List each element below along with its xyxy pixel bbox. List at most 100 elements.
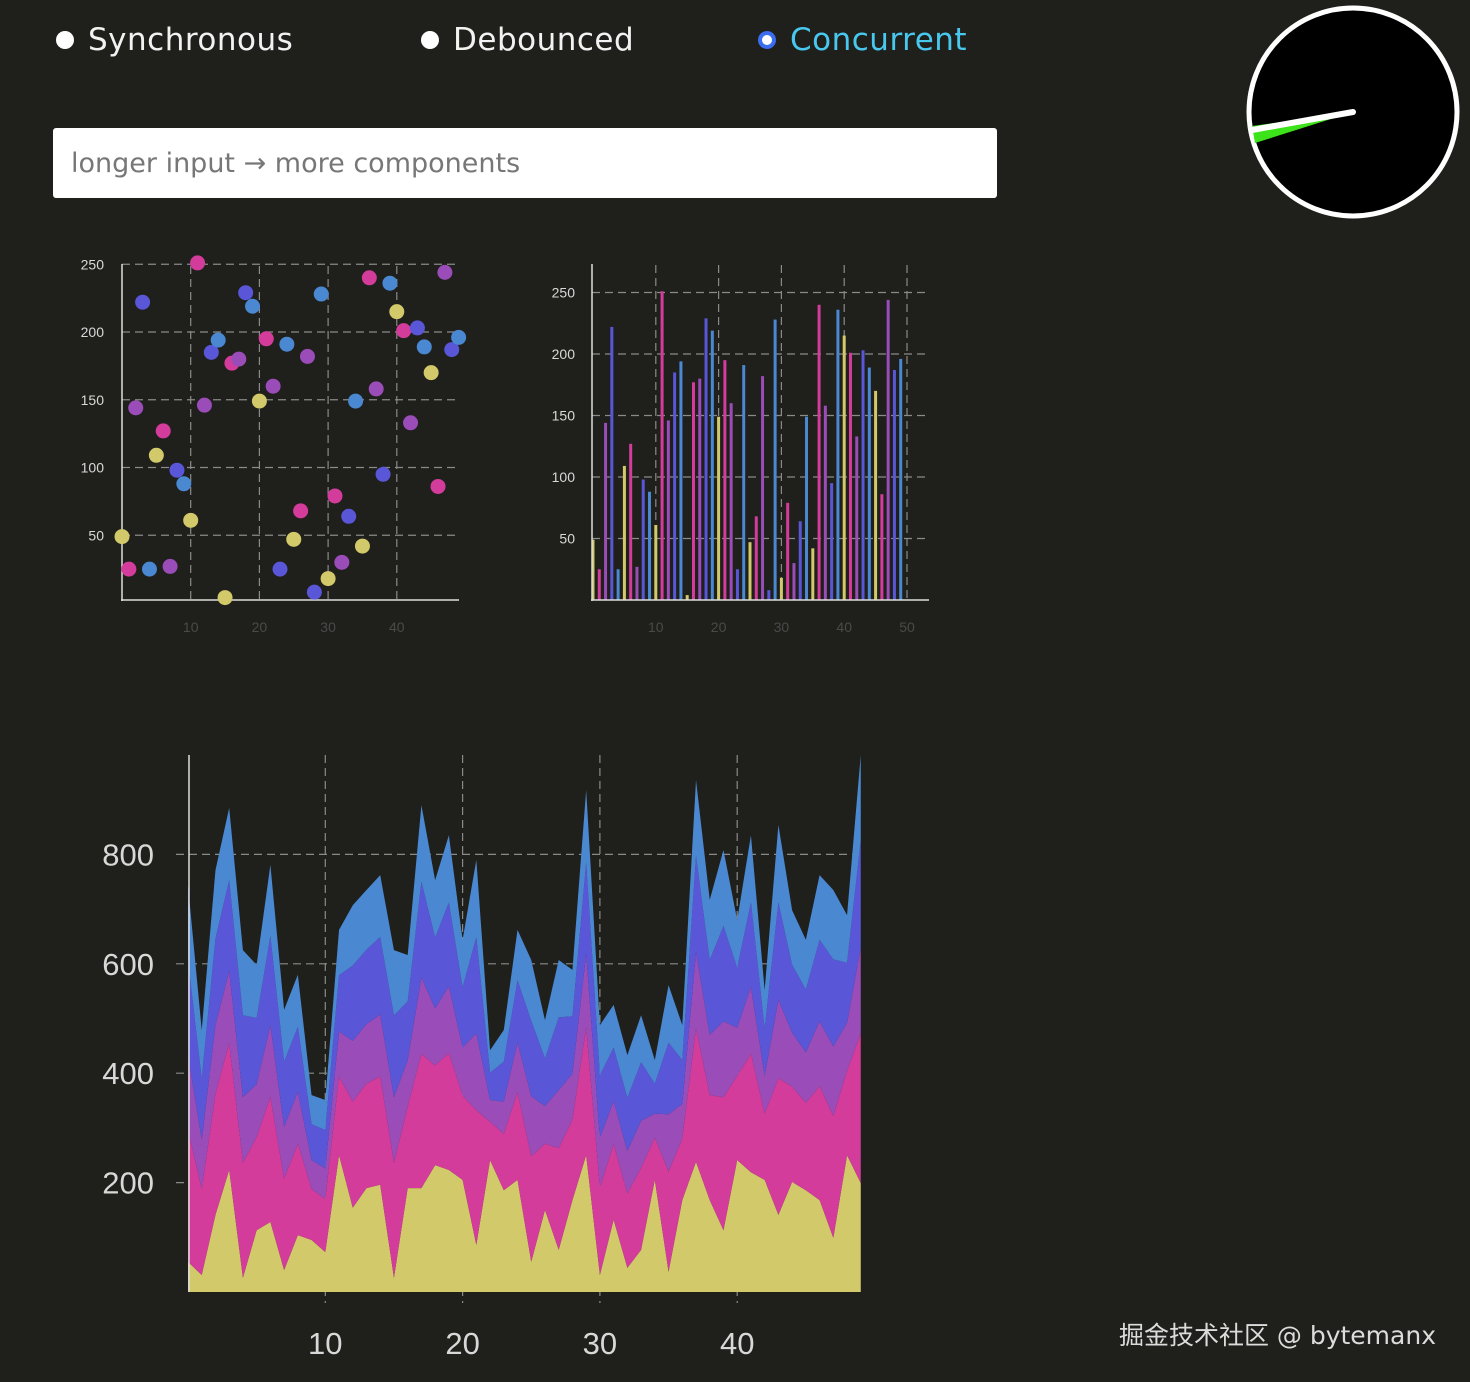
bar xyxy=(710,330,714,600)
radio-concurrent[interactable]: Concurrent xyxy=(758,22,967,58)
scatter-point xyxy=(272,561,288,577)
scatter-point xyxy=(423,365,439,381)
scatter-point xyxy=(258,331,274,347)
scatter-point xyxy=(306,584,322,600)
x-tick-label: 10 xyxy=(183,619,199,635)
bar xyxy=(805,416,809,600)
bar xyxy=(874,390,878,600)
scatter-point xyxy=(121,561,137,577)
bar xyxy=(717,416,721,600)
bar xyxy=(729,403,733,600)
watermark: 掘金技术社区 @ bytemanx xyxy=(1118,1321,1436,1350)
bar xyxy=(761,376,765,600)
bar xyxy=(892,369,896,600)
clock-hand xyxy=(1249,109,1356,133)
x-tick-label: 30 xyxy=(320,619,336,635)
radio-label: Concurrent xyxy=(790,22,968,58)
scatter-point xyxy=(265,378,281,394)
bar xyxy=(735,569,739,600)
scatter-point xyxy=(196,397,212,413)
scatter-point xyxy=(279,336,295,352)
scatter-point xyxy=(162,558,178,574)
bar xyxy=(811,548,815,600)
y-tick-label: 150 xyxy=(81,392,105,408)
radio-circle-icon[interactable] xyxy=(56,31,74,49)
x-tick-label: 40 xyxy=(720,1326,754,1361)
x-tick-label: 20 xyxy=(252,619,268,635)
bar xyxy=(779,577,783,600)
x-tick-label: 30 xyxy=(774,619,790,635)
scatter-point xyxy=(361,270,377,286)
scatter-point xyxy=(114,529,130,545)
area-series-2 xyxy=(188,1027,861,1278)
scatter-point xyxy=(389,304,405,320)
scatter-point xyxy=(238,285,254,301)
scatter-point xyxy=(135,294,151,310)
x-tick-label: 40 xyxy=(836,619,852,635)
scatter-point xyxy=(368,381,384,397)
x-tick-label: 30 xyxy=(583,1326,617,1361)
scatter-point xyxy=(141,561,157,577)
bar xyxy=(867,367,871,600)
radio-debounced[interactable]: Debounced xyxy=(421,22,634,58)
bar xyxy=(648,491,652,600)
scatter-point xyxy=(409,320,425,336)
y-tick-label: 400 xyxy=(102,1056,154,1091)
y-tick-label: 200 xyxy=(552,346,576,362)
bar xyxy=(742,365,746,600)
scatter-point xyxy=(210,332,226,348)
scatter-point xyxy=(327,488,343,504)
y-tick-label: 800 xyxy=(102,837,154,872)
y-tick-label: 250 xyxy=(552,285,576,301)
scatter-point xyxy=(293,503,309,519)
radio-selected-icon[interactable] xyxy=(758,31,776,49)
scatter-point xyxy=(286,531,302,547)
scatter-point xyxy=(334,554,350,570)
search-input[interactable] xyxy=(53,128,997,198)
bar xyxy=(886,299,890,600)
scatter-point xyxy=(313,286,329,302)
clock-face xyxy=(1246,5,1460,219)
bar xyxy=(767,590,771,600)
scatter-point xyxy=(451,329,467,345)
y-tick-label: 100 xyxy=(552,469,576,485)
bar xyxy=(591,539,595,600)
bar xyxy=(654,524,658,600)
scatter-point xyxy=(348,393,364,409)
bar xyxy=(792,563,796,600)
radio-circle-icon[interactable] xyxy=(421,31,439,49)
bar xyxy=(641,479,645,600)
bar xyxy=(597,569,601,600)
bar xyxy=(685,595,689,600)
bar xyxy=(880,494,884,600)
y-tick-label: 600 xyxy=(102,947,154,982)
scatter-point xyxy=(341,508,357,524)
bar xyxy=(786,502,790,600)
bar xyxy=(610,326,614,600)
y-tick-label: 50 xyxy=(88,527,104,543)
y-tick-label: 100 xyxy=(81,460,105,476)
scatter-point xyxy=(183,512,199,528)
area-series-4 xyxy=(188,840,861,1169)
scatter-point xyxy=(299,348,315,364)
bar xyxy=(773,319,777,600)
area-series-3 xyxy=(188,947,861,1200)
scatter-point xyxy=(375,466,391,482)
clock-sweep xyxy=(1252,112,1353,143)
scatter-point xyxy=(190,255,206,271)
bar xyxy=(798,521,802,600)
radio-synchronous[interactable]: Synchronous xyxy=(56,22,293,58)
x-tick-label: 10 xyxy=(308,1326,342,1361)
bar xyxy=(698,378,702,600)
y-tick-label: 200 xyxy=(81,324,105,340)
scatter-point xyxy=(245,298,261,314)
bar xyxy=(899,358,903,600)
bar xyxy=(691,382,695,600)
x-tick-label: 10 xyxy=(648,619,664,635)
bar xyxy=(836,309,840,600)
scatter-point xyxy=(320,571,336,587)
scatter-point xyxy=(128,400,144,416)
bar xyxy=(842,335,846,600)
